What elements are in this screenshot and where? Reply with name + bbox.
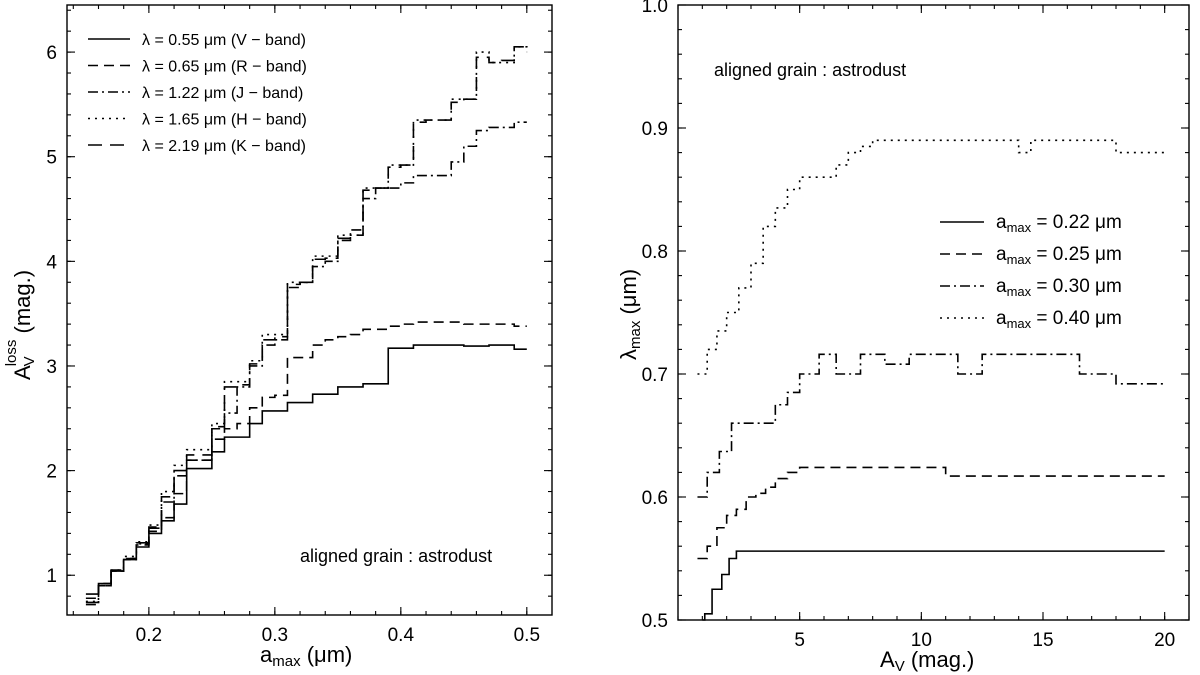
y-tick-label: 6 — [46, 43, 57, 64]
right-panel: 5 10 15 20 0.5 0.6 0.7 0.8 0.9 1.0 amax = 0.22 μm… — [616, 0, 1190, 675]
right-series — [697, 139, 1165, 621]
y-tick-label: 0.7 — [642, 365, 668, 386]
series-line-5 — [85, 46, 528, 604]
x-tick-label: 10 — [911, 630, 932, 651]
series-line-3 — [697, 353, 1165, 498]
legend-label-2: amax = 0.25 μm — [996, 244, 1122, 267]
right-legend: amax = 0.22 μm amax = 0.25 μm amax = 0.30 … — [940, 212, 1122, 331]
left-ticks: 0.2 0.3 0.4 0.5 1 2 3 4 5 6 — [46, 5, 552, 646]
right-x-axis-label: AV (mag.) — [880, 647, 974, 675]
legend-label-1: λ = 0.55 μm (V − band) — [142, 32, 306, 49]
left-y-axis-label: AVloss (mag.) — [3, 270, 38, 380]
legend-label-5: λ = 2.19 μm (K − band) — [142, 138, 306, 155]
x-tick-label: 5 — [794, 630, 805, 651]
series-line-1 — [702, 550, 1165, 621]
legend-label-4: amax = 0.40 μm — [996, 308, 1122, 331]
y-tick-label: 1.0 — [642, 0, 668, 17]
left-legend: λ = 0.55 μm (V − band) λ = 0.65 μm (R − b… — [88, 32, 307, 155]
x-tick-label: 20 — [1154, 630, 1175, 651]
series-line-3 — [85, 121, 527, 606]
left-series — [85, 46, 528, 606]
series-line-4 — [697, 139, 1165, 375]
right-ticks: 5 10 15 20 0.5 0.6 0.7 0.8 0.9 1.0 — [642, 0, 1190, 651]
y-tick-label: 0.9 — [642, 119, 668, 140]
right-annotation: aligned grain : astrodust — [714, 60, 906, 80]
left-plot-frame — [66, 4, 553, 616]
legend-label-4: λ = 1.65 μm (H − band) — [142, 112, 307, 129]
y-tick-label: 4 — [46, 252, 57, 273]
y-tick-label: 1 — [46, 566, 57, 587]
x-tick-label: 0.4 — [388, 625, 415, 646]
series-line-2 — [697, 466, 1165, 560]
y-tick-label: 5 — [46, 148, 57, 169]
y-tick-label: 0.6 — [642, 488, 668, 509]
series-line-4 — [85, 46, 528, 603]
y-tick-label: 0.5 — [642, 611, 668, 632]
right-plot-frame — [677, 4, 1190, 621]
legend-label-2: λ = 0.65 μm (R − band) — [142, 59, 307, 76]
x-tick-label: 0.3 — [262, 625, 288, 646]
legend-label-3: λ = 1.22 μm (J − band) — [142, 85, 303, 102]
y-tick-label: 0.8 — [642, 242, 668, 263]
legend-label-1: amax = 0.22 μm — [996, 212, 1122, 235]
right-y-axis-label: λmax (μm) — [616, 269, 644, 360]
left-x-axis-label: amax (μm) — [260, 642, 352, 670]
x-tick-label: 15 — [1032, 630, 1053, 651]
legend-label-3: amax = 0.30 μm — [996, 276, 1122, 299]
x-tick-label: 0.5 — [514, 625, 540, 646]
left-annotation: aligned grain : astrodust — [300, 546, 492, 566]
y-tick-label: 2 — [46, 462, 57, 483]
y-tick-label: 3 — [46, 357, 57, 378]
x-tick-label: 0.2 — [136, 625, 162, 646]
left-panel: 0.2 0.3 0.4 0.5 1 2 3 4 5 6 λ = 0.55 μm (V − band… — [3, 4, 553, 670]
